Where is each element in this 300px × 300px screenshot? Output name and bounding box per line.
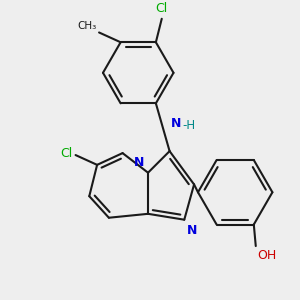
Text: N: N — [134, 156, 144, 169]
Text: N: N — [187, 224, 198, 237]
Text: -H: -H — [182, 119, 195, 132]
Text: Cl: Cl — [60, 147, 73, 160]
Text: N: N — [171, 117, 181, 130]
Text: OH: OH — [258, 249, 277, 262]
Text: CH₃: CH₃ — [78, 20, 97, 31]
Text: Cl: Cl — [156, 2, 168, 15]
